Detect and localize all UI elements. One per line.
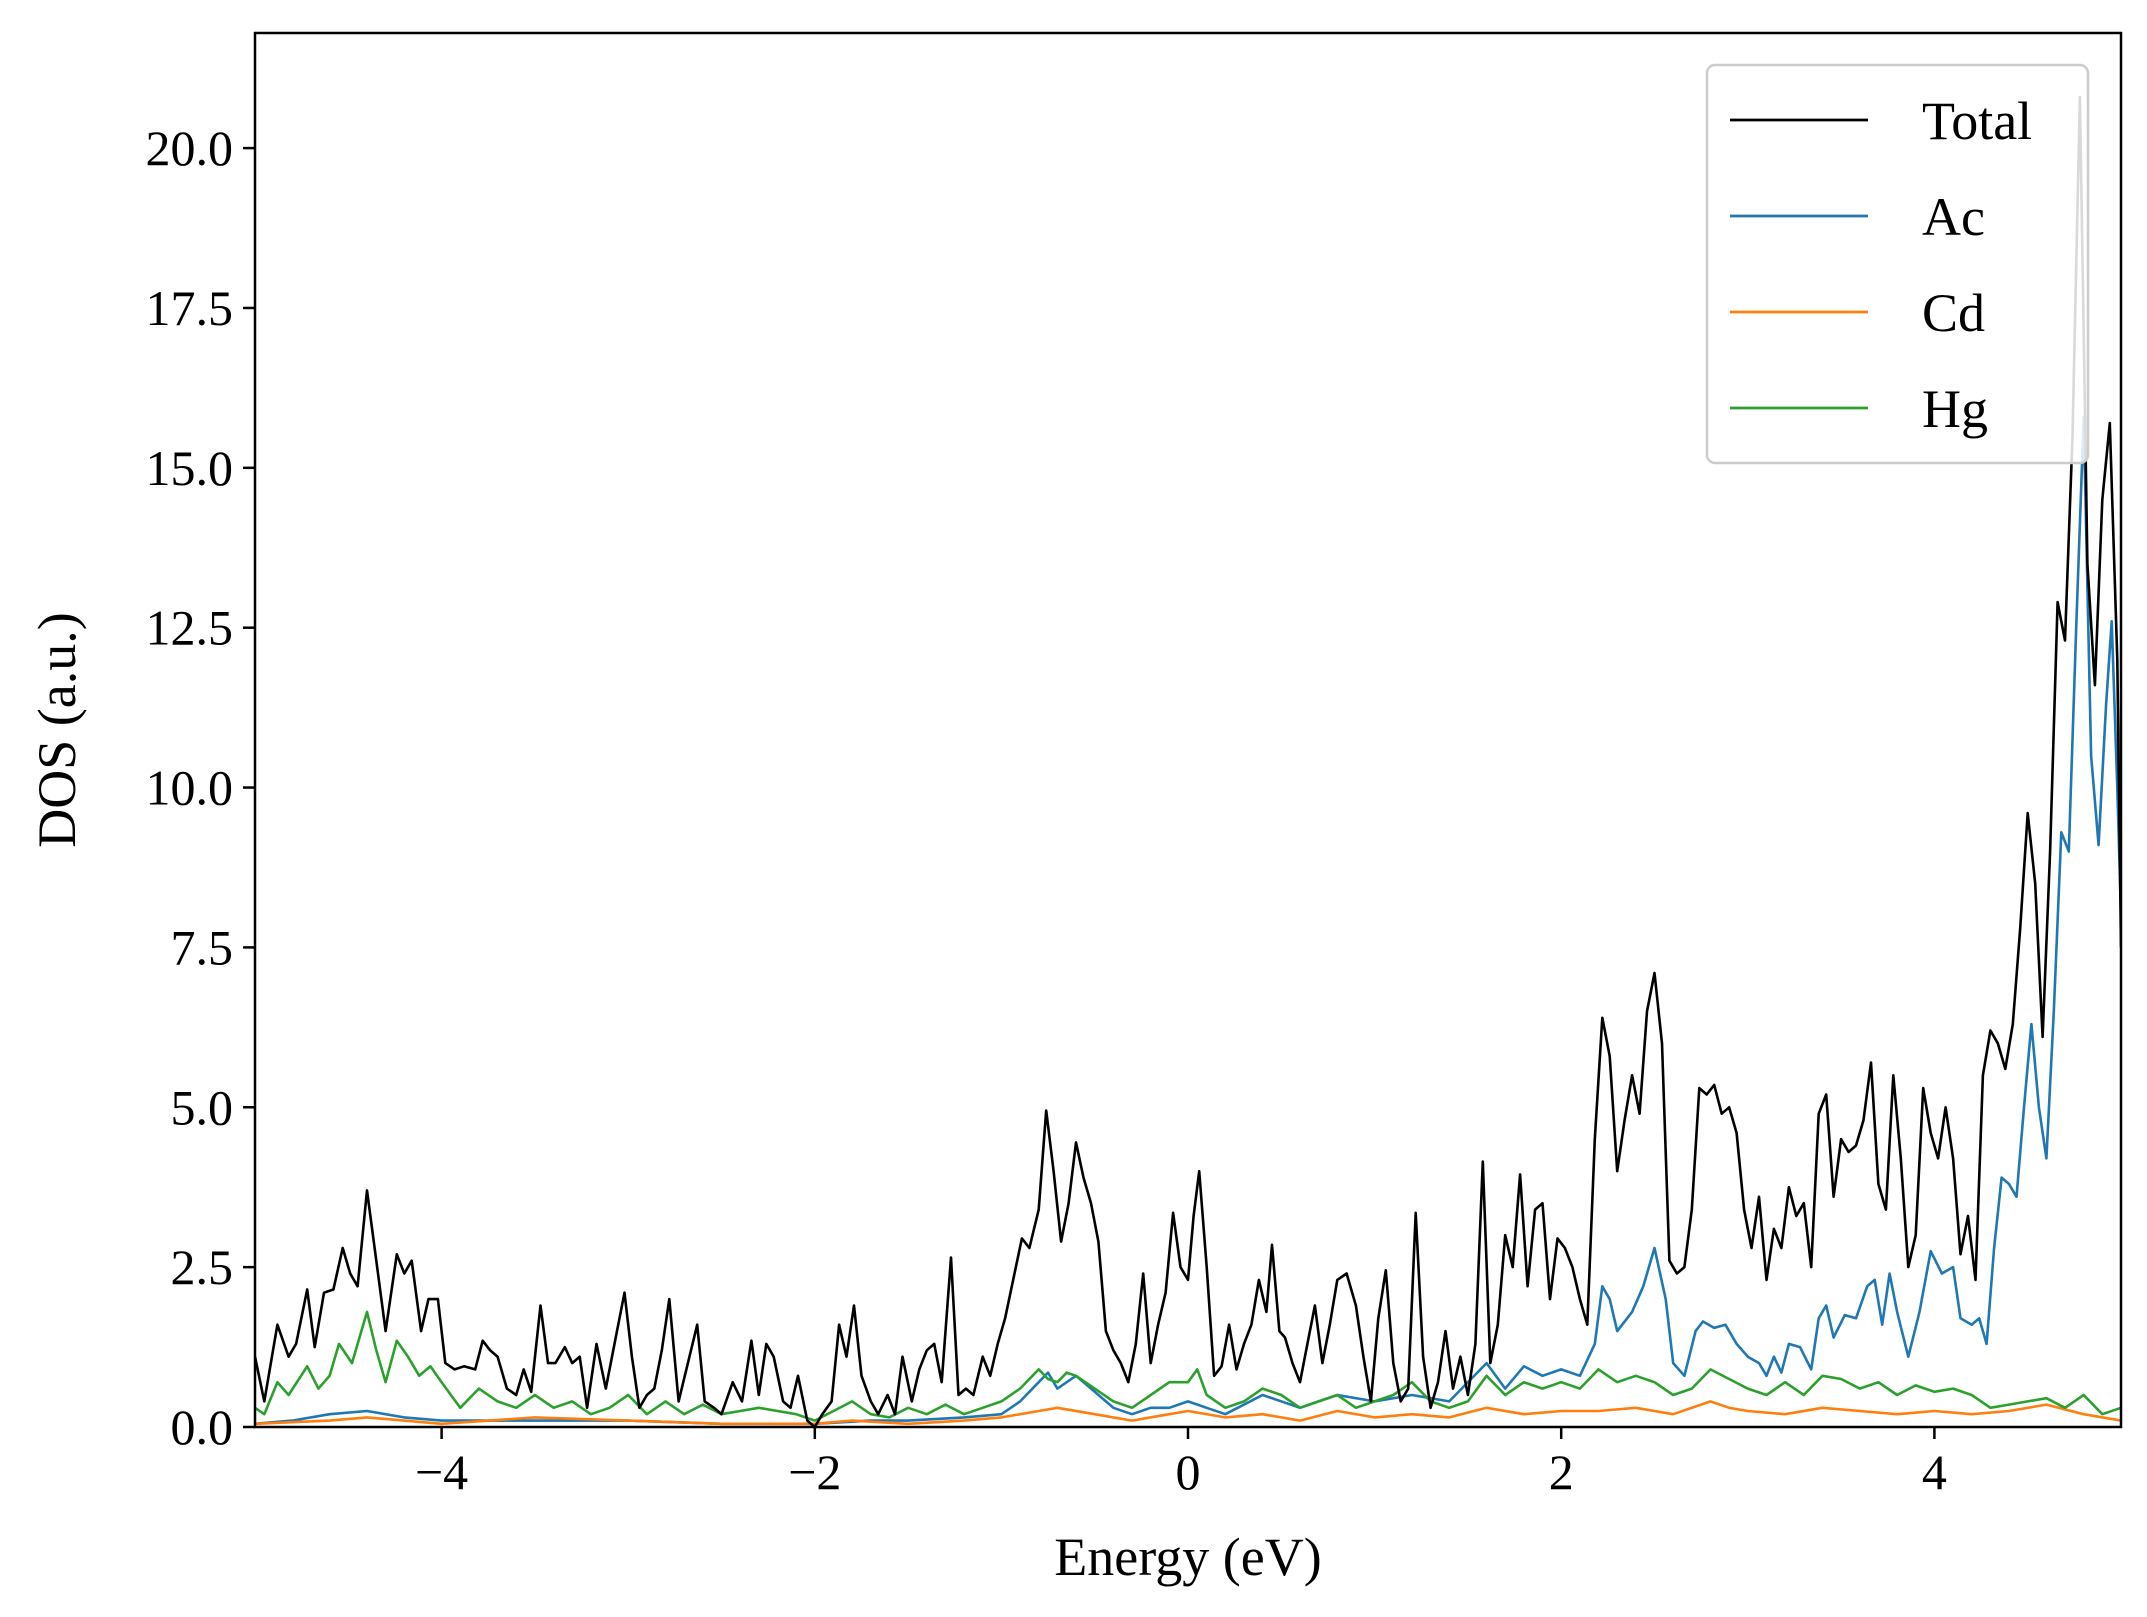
legend-label-total: Total — [1922, 91, 2032, 151]
legend-label-ac: Ac — [1922, 187, 1985, 247]
x-tick-label: −2 — [788, 1444, 841, 1500]
series-line-cd — [255, 1400, 2121, 1426]
y-tick-label: 20.0 — [146, 120, 234, 176]
y-tick-label: 5.0 — [171, 1079, 234, 1135]
legend-box — [1705, 63, 2090, 465]
legend-label-cd: Cd — [1922, 283, 1985, 343]
y-tick-label: 17.5 — [146, 280, 234, 336]
x-axis: −4 −2 0 2 4 — [415, 1427, 1947, 1500]
series-layer — [255, 95, 2121, 1427]
x-tick-label: 4 — [1922, 1444, 1947, 1500]
series-line-total — [255, 95, 2121, 1427]
x-axis-label: Energy (eV) — [1054, 1527, 1321, 1587]
y-axis-label: DOS (a.u.) — [27, 612, 87, 847]
y-tick-label: 0.0 — [171, 1399, 234, 1455]
x-tick-label: −4 — [415, 1444, 468, 1500]
legend-label-hg: Hg — [1922, 379, 1988, 439]
legend: Total Ac Cd Hg — [1705, 63, 2090, 465]
x-tick-label: 2 — [1549, 1444, 1574, 1500]
y-tick-label: 15.0 — [146, 440, 234, 496]
y-tick-label: 7.5 — [171, 919, 234, 975]
y-tick-label: 2.5 — [171, 1239, 234, 1295]
y-tick-label: 12.5 — [146, 600, 234, 656]
y-axis: 0.0 2.5 5.0 7.5 10.0 12.5 15.0 17.5 20.0 — [146, 120, 255, 1455]
y-tick-label: 10.0 — [146, 760, 234, 816]
series-line-hg — [255, 1310, 2121, 1422]
x-tick-label: 0 — [1176, 1444, 1201, 1500]
